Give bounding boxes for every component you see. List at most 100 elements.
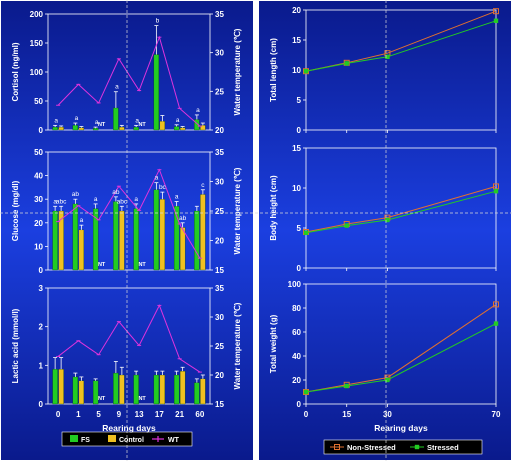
glucose-bar-control — [179, 227, 186, 271]
lactic-xtick-label: 5 — [96, 410, 101, 419]
lactic-bar-fs — [153, 374, 160, 405]
glucose-ytick-label: 30 — [34, 195, 43, 204]
total_length-point-stressed — [344, 61, 349, 66]
glucose-y2tick-label: 15 — [215, 266, 224, 275]
glucose-ytick-label: 50 — [34, 148, 43, 157]
total_weight-ylabel: Total weight (g) — [269, 314, 278, 373]
lactic-bar-fs — [113, 372, 119, 405]
body_height-ytick-label: 15 — [292, 144, 301, 153]
body_height-ytick-label: 5 — [297, 224, 302, 233]
glucose-ytick-label: 40 — [34, 172, 43, 181]
glucose-nt-label: NT — [138, 262, 146, 268]
cortisol-y2label: Water temperature (℃) — [233, 28, 242, 115]
lactic-y2label: Water temperature (℃) — [233, 302, 242, 389]
lactic-xtick-label: 13 — [135, 410, 144, 419]
cortisol-bar-fs — [153, 54, 160, 131]
glucose-bar-control — [119, 210, 125, 271]
total_weight-xtick-label: 0 — [304, 410, 309, 419]
body_height-ytick-label: 10 — [292, 184, 301, 193]
cortisol-nt-label: NT — [98, 122, 106, 128]
total_length-point-stressed — [493, 18, 499, 23]
total_weight-xtick-label: 70 — [492, 410, 501, 419]
lactic-bar-fs — [173, 374, 180, 405]
cortisol-sig-letter: a — [95, 119, 99, 126]
total_length-ytick-label: 20 — [292, 6, 301, 15]
total_weight-xtick-label: 30 — [383, 410, 392, 419]
legend-non-label: Non-Stressed — [347, 443, 396, 452]
cortisol-ytick-label: 0 — [39, 126, 44, 135]
glucose-sig-letter: a — [80, 217, 84, 224]
total_weight-xtick-label: 15 — [342, 410, 351, 419]
cortisol-sig-letter: a — [115, 84, 119, 91]
lactic-xtick-label: 1 — [76, 410, 81, 419]
total_weight-point-stressed — [303, 389, 309, 395]
cortisol-ytick-label: 200 — [30, 10, 44, 19]
cortisol-ylabel: Cortisol (ng/ml) — [11, 42, 20, 101]
lactic-ytick-label: 2 — [39, 323, 44, 332]
body_height-plot-frame — [305, 147, 497, 269]
cortisol-y2tick-label: 30 — [215, 49, 224, 58]
lactic-y2tick-label: 30 — [215, 313, 224, 322]
lactic-y2tick-label: 20 — [215, 371, 224, 380]
glucose-y2tick-label: 30 — [215, 178, 224, 187]
body_height-point-non-stressed — [493, 183, 499, 190]
lactic-bar-control — [159, 374, 166, 405]
lactic-bar-control — [200, 378, 206, 405]
cortisol-bar-control — [78, 127, 85, 131]
glucose-bar-fs — [72, 203, 79, 271]
glucose-sig-letter: ab — [179, 215, 187, 222]
lactic-y2tick-label: 25 — [215, 342, 224, 351]
glucose-bar-fs — [52, 210, 58, 271]
cortisol-bar-fs — [173, 126, 180, 131]
lactic-bar-control — [78, 380, 85, 405]
total_weight-plot-frame — [305, 283, 497, 405]
total_weight-point-stressed — [344, 383, 349, 389]
glucose-y2tick-label: 35 — [215, 148, 224, 157]
lactic-y2tick-label: 15 — [215, 400, 224, 409]
total_weight-ytick-label: 0 — [297, 400, 302, 409]
body_height-point-stressed — [344, 223, 349, 228]
legend-wt-label: WT — [168, 437, 180, 444]
right-legend-box — [323, 439, 483, 455]
total_weight-ytick-label: 40 — [292, 352, 301, 361]
lactic-ytick-label: 3 — [39, 284, 44, 293]
lactic-wt-line — [57, 304, 201, 373]
total_length-point-stressed — [303, 69, 309, 74]
legend-control-label: Control — [119, 437, 144, 444]
glucose-bar-fs — [194, 210, 200, 271]
total_length-ytick-label: 5 — [297, 96, 302, 105]
glucose-sig-letter: a — [155, 175, 159, 182]
lactic-xtick-label: 0 — [56, 410, 61, 419]
cortisol-bar-fs — [92, 128, 99, 131]
glucose-bar-fs — [153, 189, 160, 271]
lactic-bar-fs — [72, 376, 79, 405]
legend-str-marker — [414, 444, 420, 450]
total_weight-point-stressed — [493, 321, 499, 326]
cortisol-sig-letter: a — [54, 117, 58, 124]
lactic-bar-fs — [194, 382, 200, 405]
glucose-bar-fs — [133, 208, 139, 271]
lactic-ylabel: Lactic acid (mmol/l) — [11, 308, 20, 383]
lactic-xtick-label: 17 — [155, 410, 164, 419]
total_weight-ytick-label: 80 — [292, 304, 301, 313]
lactic-xtick-label: 9 — [117, 410, 122, 419]
cortisol-sig-letter: a — [75, 115, 79, 122]
cortisol-bar-fs — [52, 126, 58, 131]
glucose-sig-letter: bc — [159, 184, 167, 191]
lactic-ytick-label: 0 — [39, 400, 44, 409]
body_height-line-stressed — [305, 190, 497, 234]
cortisol-sig-letter: a — [135, 117, 139, 124]
body_height-line-non-stressed — [305, 185, 497, 233]
glucose-sig-letter: a — [134, 196, 138, 203]
cortisol-wt-line — [57, 35, 201, 127]
legend-fs-swatch — [70, 435, 78, 442]
legend-non-marker — [334, 444, 340, 450]
glucose-sig-letter: ab — [112, 189, 120, 196]
total_weight-line-stressed — [305, 323, 497, 393]
glucose-ytick-label: 20 — [34, 219, 43, 228]
cortisol-sig-letter: a — [196, 107, 200, 114]
total_weight-line-non-stressed — [305, 303, 497, 393]
lactic-xlabel: Rearing days — [102, 423, 156, 433]
lactic-bar-fs — [52, 369, 58, 405]
